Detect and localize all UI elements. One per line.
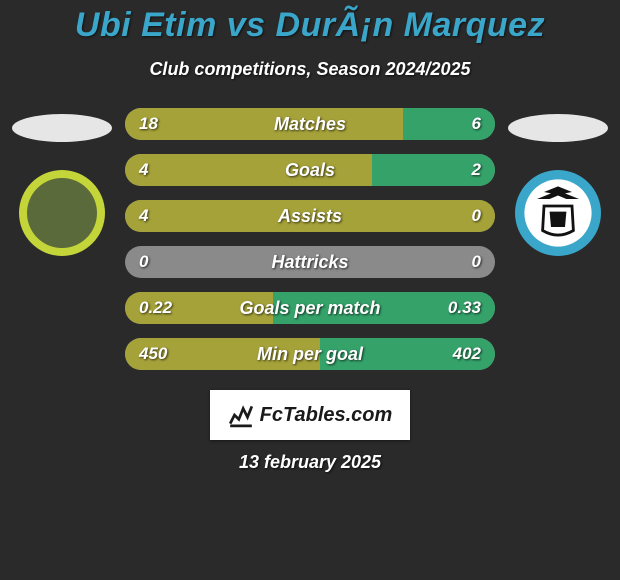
stat-bar: Hattricks0 0 [125, 246, 495, 278]
stat-value-left: 4 [139, 154, 148, 186]
stat-label: Goals [125, 154, 495, 186]
stat-value-right: 0 [472, 246, 481, 278]
stat-value-right: 0 [472, 200, 481, 232]
stat-value-left: 4 [139, 200, 148, 232]
stat-label: Min per goal [125, 338, 495, 370]
chart-icon [228, 402, 254, 428]
subtitle: Club competitions, Season 2024/2025 [0, 59, 620, 80]
stat-bar: Goals per match0.22 0.33 [125, 292, 495, 324]
stat-label: Matches [125, 108, 495, 140]
stat-bar: Goals4 2 [125, 154, 495, 186]
stat-label: Goals per match [125, 292, 495, 324]
main-row: Matches186Goals42Assists40Hattricks00Goa… [0, 108, 620, 370]
left-club-badge-inner [27, 178, 97, 248]
stat-bar: Min per goal450 402 [125, 338, 495, 370]
stat-value-right: 402 [453, 338, 481, 370]
stat-value-right: 2 [472, 154, 481, 186]
right-player-photo [508, 114, 608, 142]
stat-bar: Assists4 0 [125, 200, 495, 232]
brand-box[interactable]: FcTables.com [210, 390, 410, 440]
stat-value-left: 0.22 [139, 292, 172, 324]
right-club-badge-icon [523, 178, 593, 248]
date-line: 13 february 2025 [0, 452, 620, 473]
stat-value-right: 0.33 [448, 292, 481, 324]
page-title: Ubi Etim vs DurÃ¡n Marquez [0, 6, 620, 45]
stat-value-right: 6 [472, 108, 481, 140]
comparison-card: Ubi Etim vs DurÃ¡n Marquez Club competit… [0, 0, 620, 580]
right-club-badge [515, 170, 601, 256]
stat-bar: Matches18 6 [125, 108, 495, 140]
right-player-column [503, 108, 613, 256]
brand-text: FcTables.com [260, 404, 393, 427]
left-player-column [7, 108, 117, 256]
left-player-photo [12, 114, 112, 142]
right-club-badge-inner [523, 178, 593, 248]
stat-label: Hattricks [125, 246, 495, 278]
stat-value-left: 0 [139, 246, 148, 278]
left-club-badge [19, 170, 105, 256]
stat-label: Assists [125, 200, 495, 232]
stats-bars: Matches186Goals42Assists40Hattricks00Goa… [125, 108, 495, 370]
stat-value-left: 18 [139, 108, 158, 140]
stat-value-left: 450 [139, 338, 167, 370]
